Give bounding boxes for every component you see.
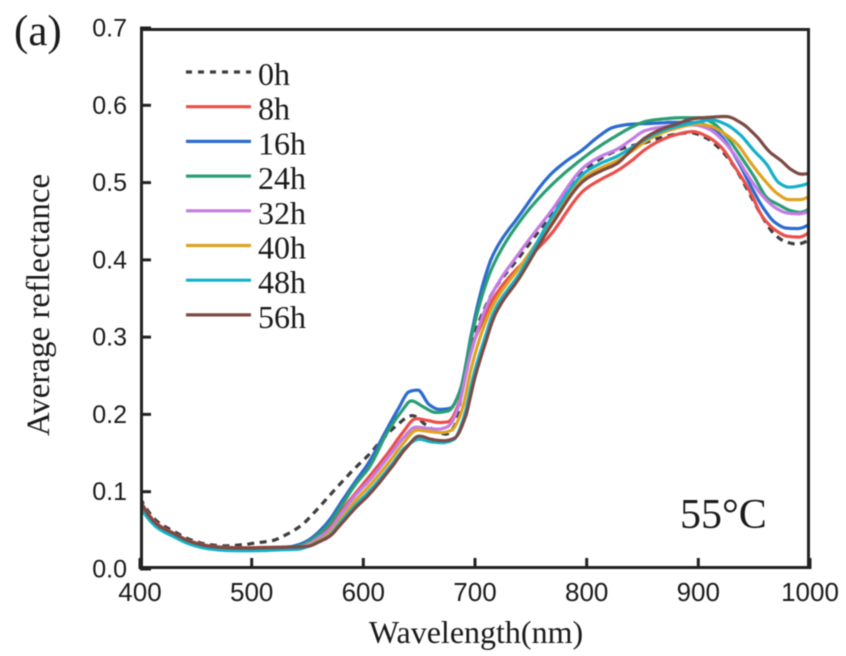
svg-text:16h: 16h [258,125,306,161]
svg-text:0h: 0h [258,56,290,92]
svg-text:(a): (a) [14,8,62,55]
svg-text:Average reflectance: Average reflectance [21,174,57,436]
svg-text:56h: 56h [258,299,306,335]
svg-text:0.0: 0.0 [92,556,127,584]
svg-text:0.5: 0.5 [92,169,127,197]
svg-text:500: 500 [230,577,273,607]
svg-text:0.1: 0.1 [92,478,127,506]
svg-text:900: 900 [677,577,720,607]
svg-text:24h: 24h [258,160,306,196]
svg-text:0.6: 0.6 [92,92,127,120]
svg-text:400: 400 [118,577,161,607]
svg-text:48h: 48h [258,264,306,300]
svg-text:Wavelength(nm): Wavelength(nm) [369,614,583,650]
svg-text:32h: 32h [258,195,306,231]
svg-text:55°C: 55°C [680,492,767,538]
svg-text:0.2: 0.2 [92,401,127,429]
svg-text:0.3: 0.3 [92,324,127,352]
svg-text:800: 800 [565,577,608,607]
svg-text:8h: 8h [258,91,290,127]
svg-text:700: 700 [453,577,496,607]
svg-text:0.7: 0.7 [92,15,127,43]
svg-text:600: 600 [342,577,385,607]
svg-text:40h: 40h [258,230,306,266]
svg-text:1000: 1000 [781,577,839,607]
svg-text:0.4: 0.4 [92,246,127,274]
